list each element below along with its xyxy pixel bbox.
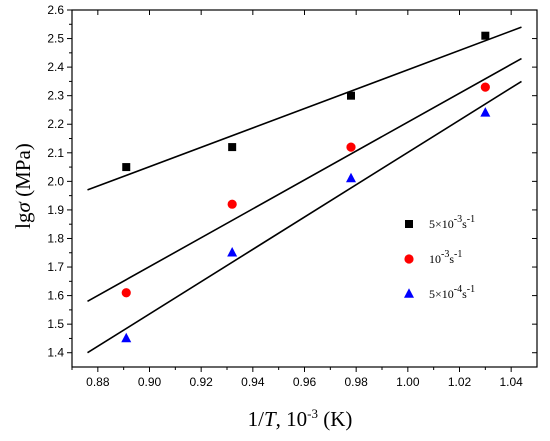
y-tick-label: 1.5 <box>47 317 64 331</box>
data-point-series-2 <box>121 288 131 298</box>
plot-border <box>71 9 538 368</box>
data-point-series-1 <box>347 91 355 100</box>
data-point-series-2 <box>480 82 490 92</box>
data-markers <box>121 31 491 343</box>
legend-marker-2 <box>404 254 414 264</box>
y-tick-label: 2.4 <box>47 60 64 74</box>
x-tick-label: 1.02 <box>448 375 472 389</box>
axis-ticks: 0.88 0.90 0.92 0.94 0.96 0.98 1.00 1.02 1.04 1.4 1… <box>47 3 537 389</box>
fit-lines <box>87 26 522 354</box>
x-tick-label: 1.04 <box>499 375 523 389</box>
x-tick-label: 0.96 <box>293 375 317 389</box>
fit-line-series-3 <box>87 80 522 354</box>
x-tick-label: 1.00 <box>396 375 420 389</box>
y-tick-label: 2.3 <box>47 89 64 103</box>
data-point-series-3 <box>346 172 356 183</box>
y-tick-label: 2.1 <box>47 146 64 160</box>
x-tick-label: 0.92 <box>189 375 213 389</box>
y-tick-label: 1.8 <box>47 231 64 245</box>
x-axis-title: 1/T, 10-3 (K) <box>248 406 353 431</box>
plot-area <box>71 9 538 368</box>
data-point-series-3 <box>227 247 238 257</box>
fit-line-series-2 <box>87 57 522 303</box>
y-tick-label: 2.5 <box>47 32 64 46</box>
y-tick-label: 1.6 <box>47 289 64 303</box>
legend-label-3: 5×10-4s-1 <box>429 284 475 301</box>
data-point-series-2 <box>227 199 237 209</box>
data-point-series-1 <box>481 31 490 40</box>
data-point-series-2 <box>346 142 356 152</box>
legend: 5×10-3s-1 10-3s-1 5×10-4s-1 <box>404 214 475 301</box>
data-point-series-1 <box>122 163 131 172</box>
data-point-series-1 <box>228 143 237 152</box>
y-tick-label: 1.4 <box>47 346 64 360</box>
y-tick-label: 2.6 <box>47 3 64 17</box>
legend-label-2: 10-3s-1 <box>429 249 462 266</box>
legend-marker-1 <box>405 220 413 228</box>
y-tick-label: 2.2 <box>47 117 64 131</box>
data-point-series-3 <box>480 107 491 117</box>
x-tick-label: 0.88 <box>86 375 110 389</box>
x-tick-label: 0.94 <box>241 375 265 389</box>
data-point-series-3 <box>121 332 132 343</box>
legend-label-1: 5×10-3s-1 <box>429 214 475 231</box>
y-tick-label: 1.7 <box>47 260 64 274</box>
y-tick-label: 2.0 <box>47 174 64 188</box>
x-tick-label: 0.98 <box>344 375 368 389</box>
x-tick-label: 0.90 <box>138 375 162 389</box>
y-axis-title: lgσ (MPa) <box>11 143 35 229</box>
legend-marker-3 <box>404 288 414 298</box>
y-tick-label: 1.9 <box>47 203 64 217</box>
fit-line-series-1 <box>87 26 522 191</box>
